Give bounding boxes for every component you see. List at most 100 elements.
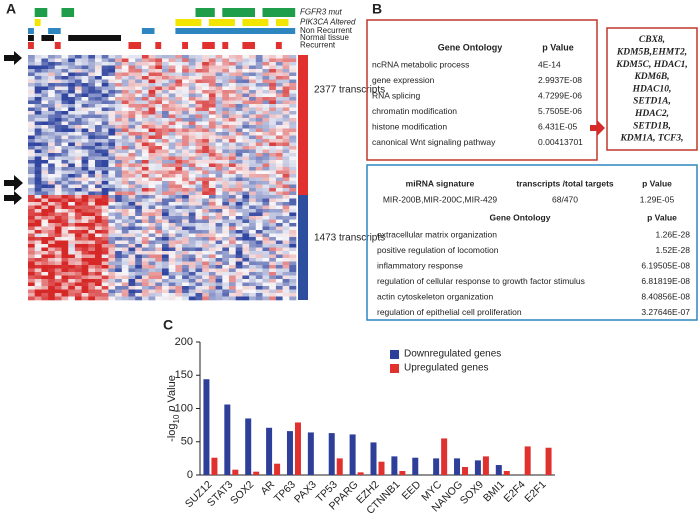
heatmap-cell (242, 198, 250, 203)
heatmap-cell (41, 212, 49, 217)
heatmap-cell (162, 114, 169, 119)
heatmap-cell (68, 114, 76, 119)
heatmap-cell (128, 170, 136, 175)
heatmap-cell (95, 293, 102, 297)
heatmap-cell (175, 153, 183, 157)
heatmap-cell (34, 139, 42, 143)
heatmap-cell (215, 293, 223, 297)
heatmap-cell (121, 118, 129, 122)
heatmap-cell (88, 86, 96, 91)
heatmap-cell (255, 146, 263, 150)
heatmap-cell (155, 156, 163, 161)
heatmap-cell (182, 184, 190, 189)
heatmap-cell (61, 135, 69, 140)
heatmap-cell (162, 163, 169, 168)
track-segment (242, 19, 269, 26)
heatmap-cell (282, 216, 290, 220)
heatmap-cell (54, 121, 62, 126)
heatmap-cell (195, 97, 203, 101)
heatmap-cell (195, 111, 203, 115)
heatmap-cell (255, 247, 263, 252)
heatmap-cell (135, 258, 143, 262)
heatmap-cell (282, 244, 290, 248)
heatmap-cell (48, 62, 56, 66)
heatmap-cell (215, 184, 223, 189)
heatmap-cell (262, 107, 270, 112)
heatmap-cell (255, 76, 263, 80)
heatmap-cell (188, 97, 196, 101)
heatmap-cell (141, 202, 149, 206)
heatmap-cell (74, 233, 82, 238)
heatmap-cell (121, 135, 129, 140)
heatmap-cell (108, 293, 116, 297)
heatmap-cell (202, 282, 210, 287)
heatmap-cell (54, 275, 62, 280)
heatmap-cell (101, 202, 109, 206)
heatmap-cell (34, 216, 42, 220)
heatmap-cell (282, 72, 290, 77)
heatmap-cell (208, 237, 216, 241)
heatmap-cell (95, 265, 102, 269)
heatmap-cell (269, 184, 277, 189)
heatmap-cell (255, 244, 263, 248)
heatmap-cell (128, 275, 136, 280)
heatmap-cell (215, 163, 223, 168)
heatmap-cell (235, 118, 243, 122)
heatmap-cell (202, 188, 210, 192)
heatmap-cell (275, 251, 283, 255)
heatmap-cell (48, 202, 56, 206)
heatmap-cell (289, 268, 297, 273)
heatmap-cell (282, 195, 290, 199)
heatmap-cell (28, 279, 35, 283)
heatmap-cell (41, 279, 49, 283)
heatmap-cell (255, 289, 263, 294)
heatmap-cell (262, 181, 270, 185)
heatmap-cell (121, 282, 129, 287)
heatmap-cell (289, 58, 297, 63)
heatmap-cell (48, 226, 56, 231)
heatmap-cell (141, 76, 149, 80)
heatmap-cell (101, 261, 109, 266)
heatmap-cell (249, 160, 257, 164)
cell: 0.00413701 (538, 137, 583, 147)
heatmap-cell (242, 160, 250, 164)
heatmap-cell (195, 142, 203, 147)
heatmap-cell (54, 286, 62, 290)
heatmap-cell (48, 142, 56, 147)
heatmap-cell (148, 125, 156, 129)
heatmap-cell (255, 79, 263, 84)
heatmap-cell (162, 296, 169, 301)
heatmap-cell (128, 118, 136, 122)
heatmap-cell (48, 55, 56, 59)
heatmap-cell (162, 240, 169, 245)
heatmap-cell (135, 58, 143, 63)
heatmap-cell (188, 121, 196, 126)
heatmap-cell (269, 195, 277, 199)
heatmap-cell (115, 177, 123, 182)
heatmap-cell (88, 104, 96, 108)
heatmap-cell (222, 223, 230, 227)
heatmap-cell (95, 111, 102, 115)
heatmap-cell (95, 132, 102, 136)
heatmap-cell (282, 86, 290, 91)
heatmap-cell (108, 58, 116, 63)
heatmap-cell (162, 230, 169, 234)
heatmap-cell (128, 100, 136, 105)
heatmap-cell (229, 58, 236, 63)
heatmap-cell (141, 177, 149, 182)
heatmap-cell (188, 86, 196, 91)
heatmap-cell (141, 205, 149, 210)
heatmap-cell (61, 233, 69, 238)
heatmap-cell (48, 86, 56, 91)
heatmap-cell (61, 128, 69, 133)
cell: actin cytoskeleton organization (377, 291, 494, 301)
heatmap-cell (95, 258, 102, 262)
heatmap-cell (148, 121, 156, 126)
heatmap-cell (182, 279, 190, 283)
heatmap-cell (282, 111, 290, 115)
heatmap-cell (108, 184, 116, 189)
heatmap-cell (34, 76, 42, 80)
heatmap-cell (74, 69, 82, 73)
heatmap-cell (275, 139, 283, 143)
heatmap-cell (249, 79, 257, 84)
